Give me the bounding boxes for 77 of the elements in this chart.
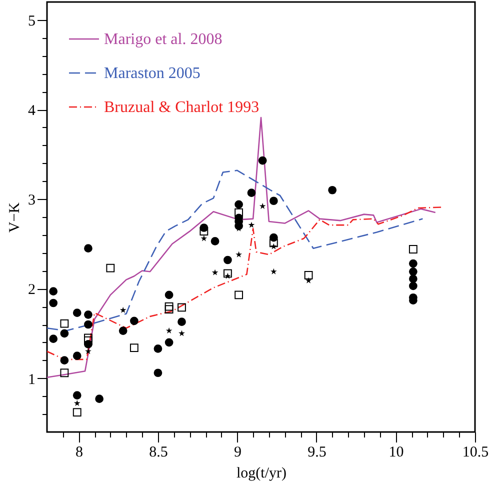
point [408,245,418,254]
point [236,251,242,258]
point [120,306,126,313]
point [270,196,278,206]
y-tick-label: 2 [28,282,36,298]
x-tick-label: 8.5 [149,444,168,460]
point [259,202,266,209]
x-tick-label: 9 [234,444,242,460]
point [154,344,162,353]
point [60,356,69,365]
point [270,268,277,274]
point [178,330,185,336]
point [408,282,418,290]
point [84,336,92,345]
point [305,277,312,284]
point [210,237,220,246]
point [60,329,69,338]
legend-label: Bruzual & Charlot 1993 [104,99,260,116]
point [224,256,232,264]
point [85,348,92,354]
point [166,327,172,334]
point [408,259,418,268]
y-tick-label: 3 [28,192,36,209]
point [130,316,138,326]
point [270,243,277,250]
point [178,318,186,326]
y-axis-title: V−K [7,202,23,233]
x-tick-label: 10 [388,444,404,460]
point [130,344,138,352]
point [178,303,186,312]
point [164,305,174,314]
point [269,238,278,248]
point [106,264,115,272]
point [118,326,128,335]
point [248,222,255,228]
x-tick-label: 10.5 [462,444,489,460]
point [224,269,232,278]
line-series [47,116,436,378]
point [84,320,92,329]
point [72,308,82,318]
x-tick-label: 9.5 [308,444,326,460]
x-tick-label: 8 [75,444,83,460]
point [84,244,92,253]
legend-label: Marigo et al. 2008 [104,31,222,48]
y-tick-label: 4 [28,103,36,119]
point [212,269,218,276]
x-axis-title: log(t/yr) [236,466,286,482]
point [200,227,208,236]
point [60,319,69,328]
point [164,338,174,347]
point [72,352,82,360]
point [408,267,418,276]
point [154,368,162,378]
point [84,310,92,319]
point [234,290,244,300]
point [304,271,313,280]
point [49,287,58,296]
point [60,368,69,378]
point [49,334,58,344]
point [328,186,337,194]
point [247,188,256,197]
legend-label: Maraston 2005 [104,65,200,82]
point [164,302,174,311]
y-tick-label: 5 [28,13,36,30]
point [234,208,244,217]
point [49,298,58,308]
point [200,235,208,242]
point [234,200,243,209]
point [74,400,80,406]
point [72,408,82,416]
point [164,290,174,300]
y-tick-label: 1 [28,372,36,388]
point [408,274,418,283]
point [224,272,231,279]
point [95,394,104,404]
point [258,156,267,165]
point [72,391,82,400]
